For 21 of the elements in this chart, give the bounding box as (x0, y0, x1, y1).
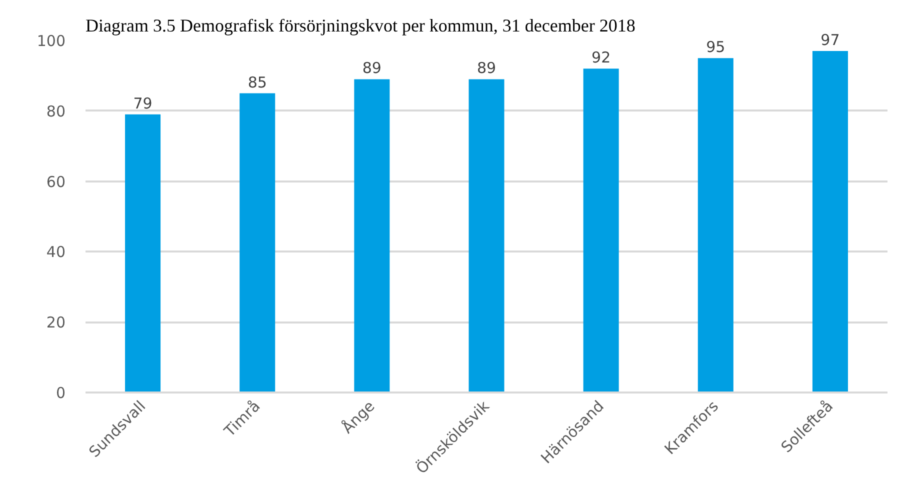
y-tick-label: 60 (46, 172, 66, 191)
bar (812, 51, 848, 392)
data-label: 97 (820, 31, 840, 50)
y-tick-label: 40 (46, 243, 66, 262)
data-label: 89 (476, 59, 496, 78)
y-tick-label: 100 (36, 32, 66, 50)
bar (468, 79, 504, 392)
chart-title: Diagram 3.5 Demografisk försörjningskvot per kommun, 31 december 2018 (86, 16, 636, 36)
y-tick-label: 20 (46, 314, 66, 332)
data-label: 85 (248, 73, 267, 92)
bar (698, 58, 734, 392)
bar (583, 68, 619, 392)
data-label: 79 (133, 94, 152, 112)
data-label: 89 (362, 59, 382, 78)
data-label: 95 (706, 38, 726, 56)
y-tick-label: 80 (46, 102, 66, 120)
data-label: 92 (592, 48, 611, 67)
y-tick-label: 0 (56, 384, 66, 402)
bar (354, 79, 390, 392)
bar (240, 93, 276, 392)
bar (125, 114, 161, 392)
